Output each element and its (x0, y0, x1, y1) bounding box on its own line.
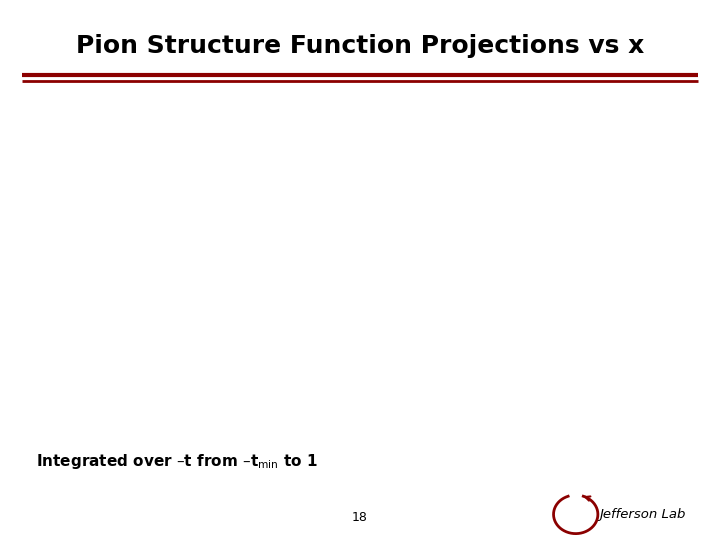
Text: Integrated over –t from –t$_{\rm min}$ to 1: Integrated over –t from –t$_{\rm min}$ t… (36, 452, 318, 471)
Text: 18: 18 (352, 511, 368, 524)
Text: Jefferson Lab: Jefferson Lab (599, 508, 685, 521)
Text: Pion Structure Function Projections vs x: Pion Structure Function Projections vs x (76, 34, 644, 58)
